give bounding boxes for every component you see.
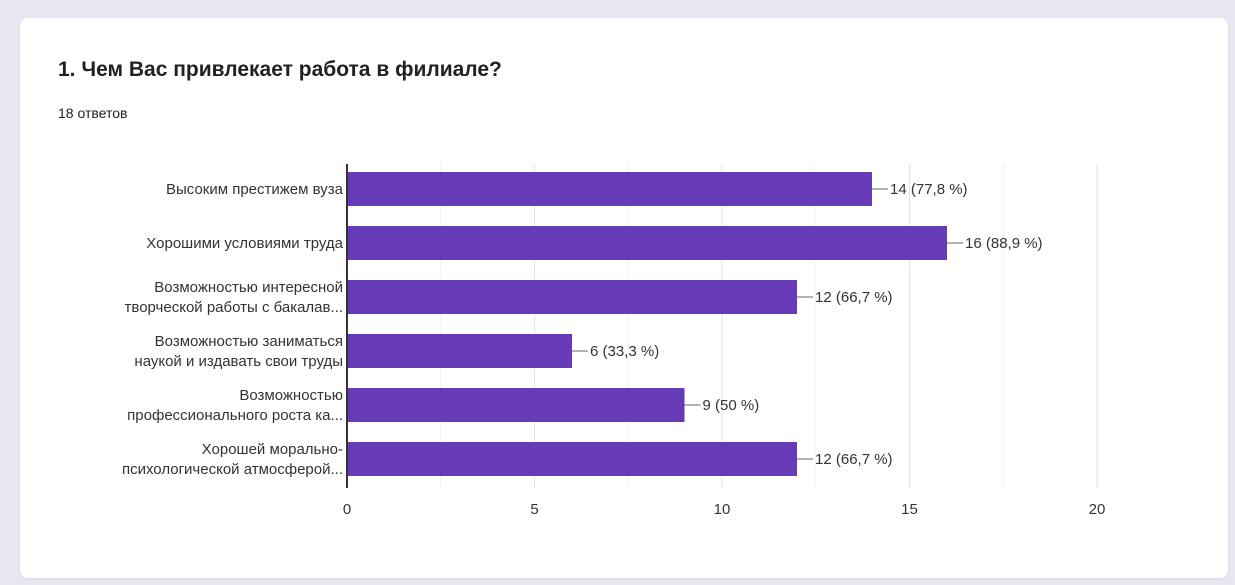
question-card: 1. Чем Вас привлекает работа в филиале? … (20, 18, 1228, 578)
bar (347, 172, 872, 206)
bar (347, 226, 947, 260)
x-tick-label: 0 (343, 501, 351, 518)
category-label: Хорошей морально- (202, 441, 343, 458)
data-label: 6 (33,3 %) (590, 343, 659, 360)
bar (347, 388, 685, 422)
category-label: профессионального роста ка... (127, 407, 343, 424)
category-label: наукой и издавать свои труды (134, 353, 343, 370)
x-tick-label: 5 (530, 501, 538, 518)
category-label: творческой работы с бакалав... (125, 299, 343, 316)
category-label: Возможностью интересной (154, 279, 343, 296)
bar-chart: 0 5 10 15 20 14 (77,8 %) Высоким престижем вуз… (20, 18, 1228, 578)
category-label: Возможностью заниматься (155, 333, 343, 350)
data-label: 16 (88,9 %) (965, 235, 1043, 252)
data-label: 12 (66,7 %) (815, 451, 893, 468)
bar (347, 442, 797, 476)
x-tick-label: 10 (714, 501, 731, 518)
x-tick-label: 15 (901, 501, 918, 518)
category-label: Хорошими условиями труда (146, 235, 343, 252)
bar (347, 280, 797, 314)
data-label: 9 (50 %) (703, 397, 760, 414)
category-label: Возможностью (239, 387, 343, 404)
data-label: 12 (66,7 %) (815, 289, 893, 306)
data-label: 14 (77,8 %) (890, 181, 968, 198)
bar (347, 334, 572, 368)
x-tick-label: 20 (1089, 501, 1106, 518)
category-label: психологической атмосферой... (122, 461, 343, 478)
category-label: Высоким престижем вуза (166, 181, 344, 198)
